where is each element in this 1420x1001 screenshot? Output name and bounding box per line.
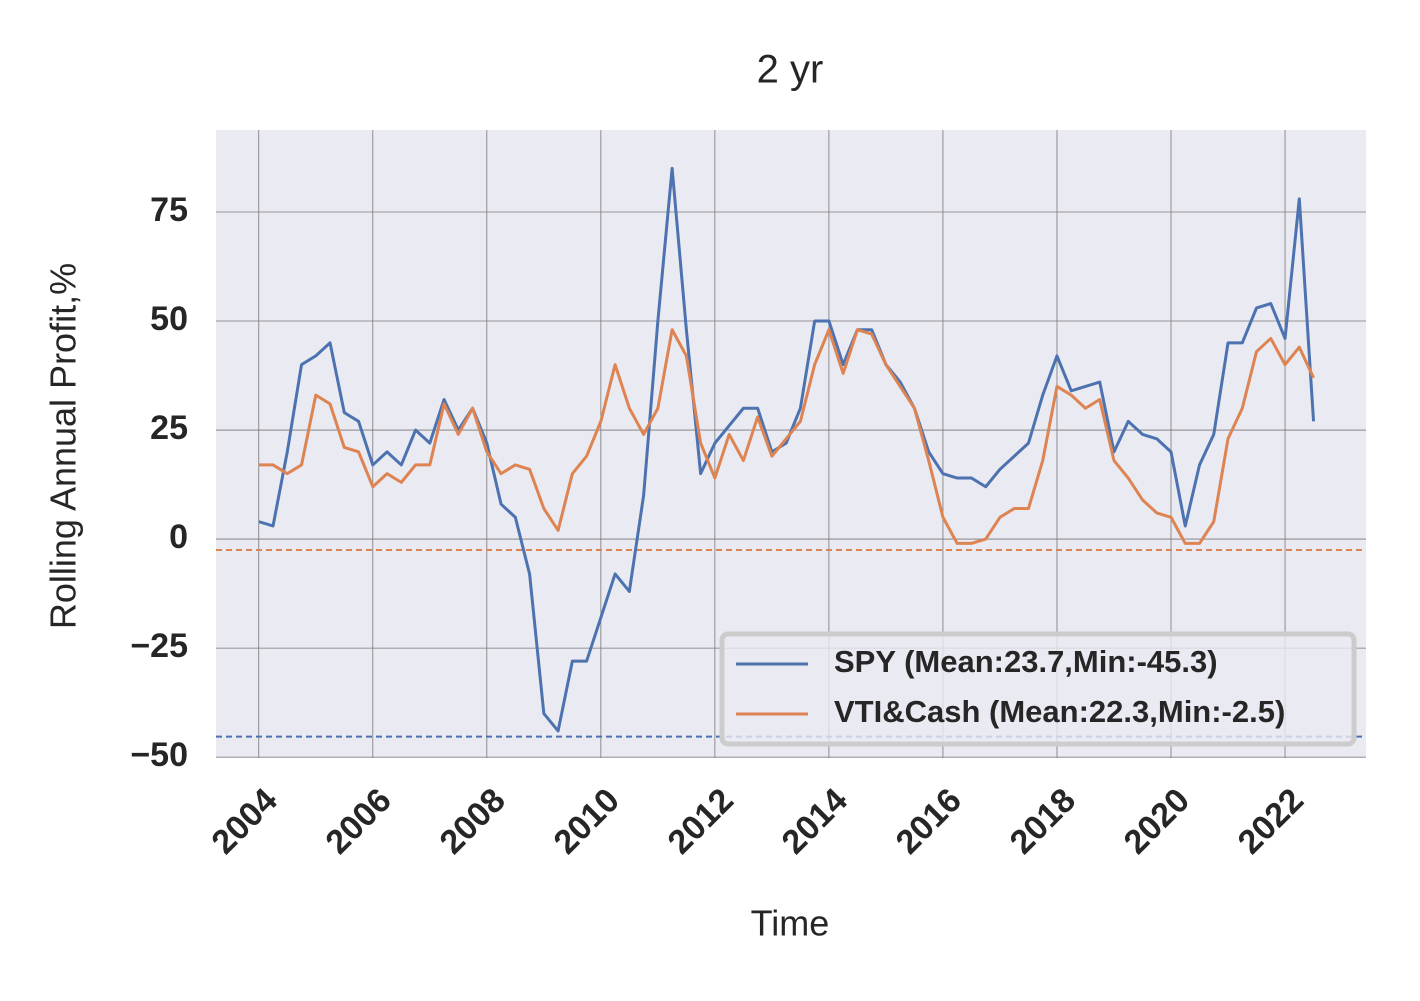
x-tick-label: 2014 [775, 781, 855, 861]
x-tick-label: 2004 [204, 781, 284, 861]
x-tick-label: 2010 [547, 781, 627, 861]
x-tick-label: 2022 [1231, 781, 1311, 861]
legend-box [719, 631, 1357, 747]
y-tick-label: 25 [150, 409, 188, 447]
legend-label: VTI&Cash (Mean:22.3,Min:-2.5) [834, 694, 1285, 729]
x-axis-label: Time [751, 903, 830, 944]
y-tick-label: −25 [130, 627, 188, 665]
chart-title: 2 yr [757, 48, 824, 92]
y-tick-label: 0 [169, 518, 188, 556]
x-tick-label: 2012 [661, 781, 741, 861]
data-line [258, 166, 1316, 733]
x-tick-label: 2006 [318, 781, 398, 861]
y-tick-label: 50 [150, 300, 188, 338]
data-line [258, 328, 1315, 545]
y-axis-label: Rolling Annual Profit,% [43, 263, 84, 629]
x-tick-label: 2016 [889, 781, 969, 861]
x-tick-label: 2008 [432, 781, 512, 861]
x-tick-label: 2018 [1003, 781, 1083, 861]
y-tick-label: 75 [150, 191, 188, 229]
y-tick-label: −50 [130, 736, 188, 774]
x-tick-label: 2020 [1117, 781, 1197, 861]
legend-label: SPY (Mean:23.7,Min:-45.3) [834, 644, 1218, 679]
